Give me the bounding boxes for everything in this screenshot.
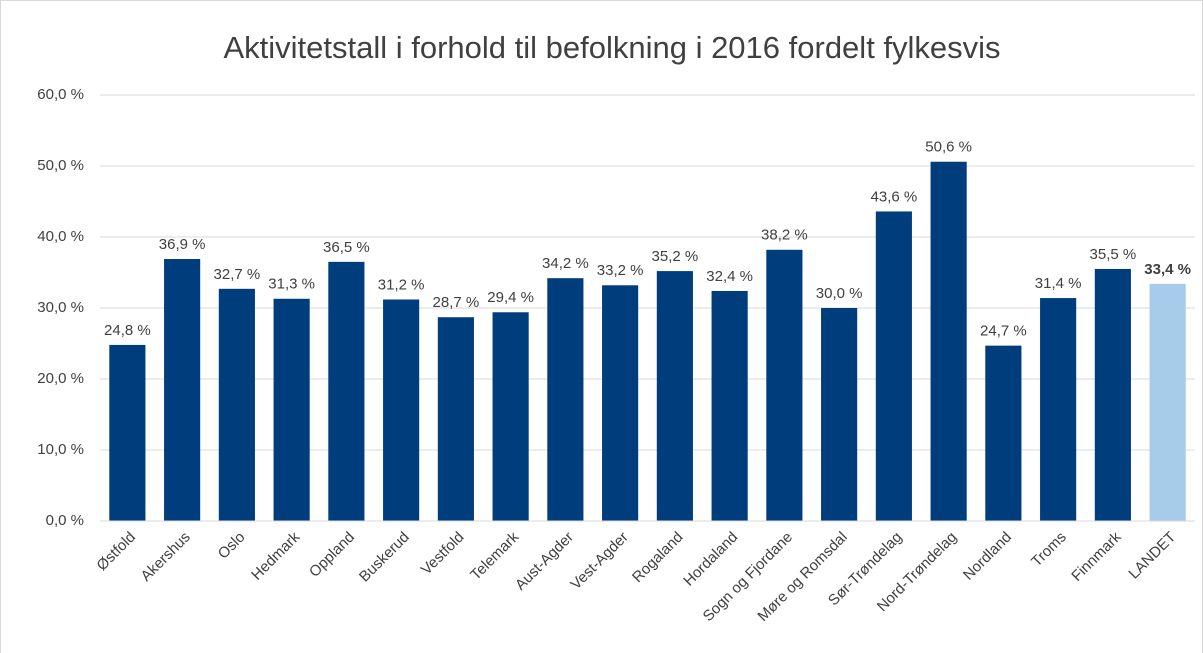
data-label: 35,5 %	[1090, 246, 1137, 263]
bar	[711, 290, 748, 521]
bar	[602, 285, 639, 521]
bar	[766, 249, 803, 521]
bar	[1040, 298, 1077, 521]
bar	[328, 261, 365, 521]
data-label: 31,4 %	[1035, 275, 1082, 292]
y-tick-label: 10,0 %	[37, 441, 84, 458]
data-label: 28,7 %	[433, 294, 480, 311]
bar	[547, 278, 584, 521]
data-label: 34,2 %	[542, 255, 589, 272]
bar	[656, 271, 693, 521]
data-label: 33,2 %	[597, 262, 644, 279]
chart-title: Aktivitetstall i forhold til befolkning …	[223, 30, 1000, 65]
y-tick-label: 30,0 %	[37, 299, 84, 316]
bar	[1149, 283, 1186, 521]
data-label: 32,4 %	[706, 268, 753, 285]
bar	[383, 299, 420, 521]
bar	[218, 288, 255, 521]
data-label: 35,2 %	[652, 248, 699, 265]
bar	[437, 317, 474, 521]
bar	[109, 344, 146, 521]
data-label: 43,6 %	[871, 188, 918, 205]
data-label: 33,4 %	[1144, 261, 1191, 278]
y-tick-label: 0,0 %	[46, 512, 84, 529]
bar	[875, 211, 912, 521]
bar	[164, 259, 201, 521]
bar	[273, 298, 310, 521]
data-label: 38,2 %	[761, 227, 808, 244]
data-label: 29,4 %	[487, 289, 534, 306]
data-label: 32,7 %	[214, 266, 261, 283]
data-label: 36,9 %	[159, 236, 206, 253]
y-tick-label: 40,0 %	[37, 228, 84, 245]
data-label: 24,8 %	[104, 322, 151, 339]
data-label: 24,7 %	[980, 323, 1027, 340]
data-label: 30,0 %	[816, 285, 863, 302]
y-tick-label: 20,0 %	[37, 370, 84, 387]
data-label: 31,2 %	[378, 276, 425, 293]
bar	[930, 161, 967, 522]
data-label: 50,6 %	[925, 139, 972, 156]
y-tick-label: 60,0 %	[37, 86, 84, 103]
data-label: 31,3 %	[268, 276, 315, 293]
bar	[1094, 268, 1131, 521]
y-tick-label: 50,0 %	[37, 157, 84, 174]
bar	[821, 308, 858, 521]
data-label: 36,5 %	[323, 239, 370, 256]
bar	[985, 345, 1022, 521]
bar	[492, 312, 529, 521]
